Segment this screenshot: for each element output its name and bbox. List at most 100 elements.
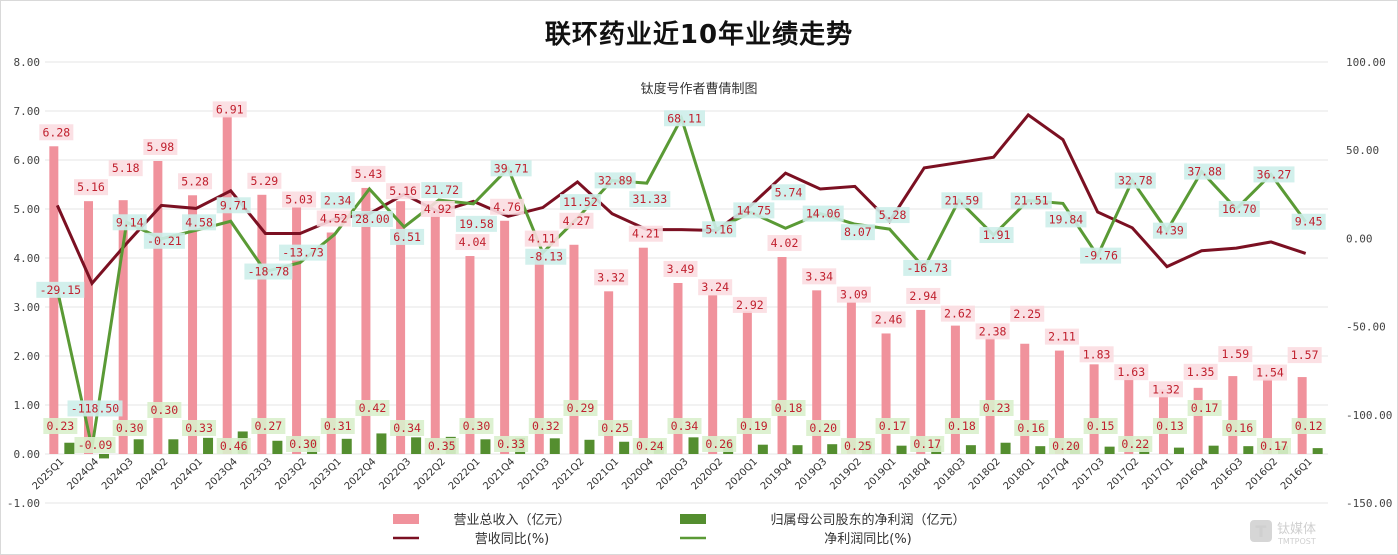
revenue-bar xyxy=(1297,377,1307,454)
legend-label-revenue-yoy: 营收同比(%) xyxy=(475,532,550,547)
x-axis-category-label: 2021Q3 xyxy=(516,456,552,492)
revenue-label: 3.32 xyxy=(597,270,625,284)
revenue-label: 1.54 xyxy=(1256,366,1284,380)
revenue-bar xyxy=(1124,374,1134,454)
revenue-label: 1.57 xyxy=(1291,348,1319,362)
net-profit-yoy-label: 2.34 xyxy=(324,193,352,207)
x-axis-category-label: 2022Q3 xyxy=(377,456,413,492)
x-axis-category-label: 2020Q2 xyxy=(689,456,725,492)
net-profit-yoy-label-bg xyxy=(664,110,705,127)
net-profit-label: 0.17 xyxy=(879,419,907,433)
left-axis-tick-label: 4.00 xyxy=(14,252,41,265)
x-axis-category-label: 2019Q4 xyxy=(759,456,795,492)
data-labels: 0.23-0.090.300.300.330.460.270.300.310.4… xyxy=(36,101,1326,454)
revenue-label-bg xyxy=(143,138,178,155)
net-profit-bar xyxy=(619,441,630,454)
revenue-bar xyxy=(292,207,302,454)
revenue-bar xyxy=(604,291,614,454)
net-profit-label-bg xyxy=(1256,438,1291,454)
net-profit-label-bg xyxy=(771,400,806,416)
net-profit-bar xyxy=(1312,448,1323,454)
net-profit-label: 0.17 xyxy=(1191,401,1219,415)
revenue-label: 6.91 xyxy=(216,102,244,116)
revenue-label: 4.27 xyxy=(563,214,591,228)
left-axis-tick-label: 5.00 xyxy=(14,203,41,216)
net-profit-yoy-label: 5.28 xyxy=(879,208,907,222)
net-profit-label: 0.22 xyxy=(1121,437,1149,451)
revenue-label: 2.38 xyxy=(979,324,1007,338)
left-axis-tick-label: 3.00 xyxy=(14,301,41,314)
revenue-bar xyxy=(465,256,475,454)
revenue-label: 2.11 xyxy=(1048,330,1076,344)
net-profit-label-bg xyxy=(1187,400,1222,416)
revenue-label-bg xyxy=(1079,346,1114,363)
net-profit-label-bg xyxy=(43,418,78,434)
net-profit-bar xyxy=(64,442,75,454)
net-profit-yoy-label-bg xyxy=(182,214,217,231)
net-profit-yoy-label-bg xyxy=(840,224,875,241)
net-profit-yoy-label-bg xyxy=(36,281,85,298)
net-profit-yoy-label-bg xyxy=(979,227,1014,244)
net-profit-yoy-label: 14.75 xyxy=(737,203,772,217)
revenue-label: 1.83 xyxy=(1083,347,1111,361)
x-axis-category-label: 2023Q1 xyxy=(308,456,344,492)
net-profit-bar xyxy=(1208,445,1219,454)
revenue-label-bg xyxy=(767,235,802,252)
legend-label-net-profit-yoy: 净利润同比(%) xyxy=(824,532,912,547)
net-profit-bar xyxy=(272,440,283,454)
revenue-label: 3.34 xyxy=(805,269,833,283)
net-profit-label: 0.20 xyxy=(1052,439,1080,453)
net-profit-yoy-label: 21.51 xyxy=(1014,193,1049,207)
revenue-bar xyxy=(257,194,267,455)
revenue-bar xyxy=(777,257,787,454)
net-profit-bar xyxy=(133,439,144,454)
net-profit-label-bg xyxy=(390,420,425,436)
revenue-bar xyxy=(638,247,648,454)
net-profit-yoy-label-bg xyxy=(559,194,601,211)
net-profit-yoy-label: -13.73 xyxy=(282,246,324,260)
net-profit-label-bg xyxy=(840,438,875,454)
net-profit-yoy-label: 9.45 xyxy=(1295,215,1323,229)
revenue-label-bg xyxy=(108,160,143,177)
net-profit-yoy-label-bg xyxy=(629,191,671,208)
revenue-label: 1.63 xyxy=(1117,365,1145,379)
revenue-label-bg xyxy=(490,198,525,215)
net-profit-yoy-label-bg xyxy=(490,160,532,177)
x-axis-category-label: 2019Q3 xyxy=(793,456,829,492)
right-axis-tick-label: -100.00 xyxy=(1346,409,1392,422)
net-profit-label: 0.33 xyxy=(497,437,525,451)
net-profit-label: 0.25 xyxy=(844,439,872,453)
x-axis-category-label: 2022Q2 xyxy=(412,456,448,492)
net-profit-yoy-label-bg xyxy=(802,205,844,222)
net-profit-label: 0.46 xyxy=(220,439,248,453)
revenue-label-bg xyxy=(316,210,351,227)
net-profit-yoy-label: 68.11 xyxy=(667,111,702,125)
revenue-bar xyxy=(222,115,232,454)
net-profit-yoy-label: 11.52 xyxy=(563,195,598,209)
net-profit-label: 0.16 xyxy=(1017,421,1045,435)
legend-label-net-profit: 归属母公司股东的净利润（亿元） xyxy=(770,512,965,528)
x-axis-category-label: 2024Q1 xyxy=(169,456,205,492)
net-profit-yoy-label: 14.06 xyxy=(806,207,841,221)
net-profit-yoy-label: 36.27 xyxy=(1257,167,1292,181)
revenue-label-bg xyxy=(524,230,559,247)
net-profit-yoy-label: 5.16 xyxy=(705,222,733,236)
revenue-label-bg xyxy=(628,225,663,242)
x-axis-category-label: 2021Q4 xyxy=(481,456,517,492)
net-profit-label-bg xyxy=(1083,418,1118,434)
x-axis-category-label: 2020Q3 xyxy=(655,456,691,492)
watermark-brand: 钛媒体 xyxy=(1277,522,1316,537)
net-profit-bar xyxy=(411,437,422,454)
net-profit-label: 0.18 xyxy=(948,419,976,433)
net-profit-yoy-label-bg xyxy=(1291,213,1326,230)
revenue-label: 4.11 xyxy=(528,232,556,246)
net-profit-label-bg xyxy=(598,420,633,436)
revenue-label: 1.59 xyxy=(1221,347,1249,361)
net-profit-label-bg xyxy=(702,436,737,452)
revenue-label: 3.09 xyxy=(840,288,868,302)
x-axis-category-label: 2023Q3 xyxy=(239,456,275,492)
revenue-label: 4.52 xyxy=(320,212,348,226)
net-profit-label-bg xyxy=(147,402,182,418)
revenue-label-bg xyxy=(1044,328,1079,345)
revenue-label-bg xyxy=(455,234,490,251)
